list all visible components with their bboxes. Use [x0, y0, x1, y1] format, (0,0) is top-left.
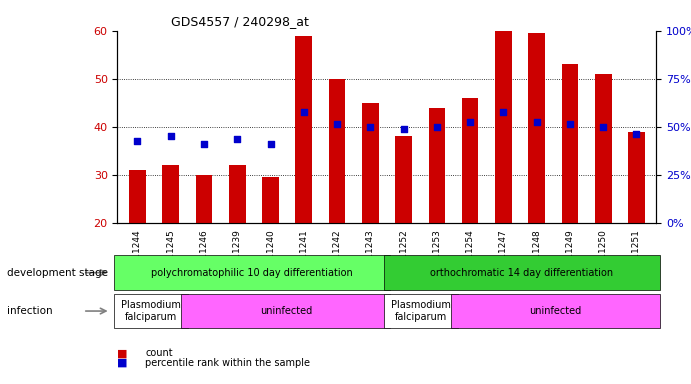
Text: polychromatophilic 10 day differentiation: polychromatophilic 10 day differentiatio… — [151, 268, 353, 278]
Bar — [395, 136, 412, 223]
Point — [231, 136, 243, 142]
Bar — [262, 177, 279, 223]
Bar — [329, 79, 346, 223]
Text: development stage: development stage — [7, 268, 108, 278]
Bar — [462, 98, 478, 223]
Point — [631, 131, 642, 137]
Point — [165, 133, 176, 139]
Bar — [529, 33, 545, 223]
Text: uninfected: uninfected — [260, 306, 312, 316]
Bar — [628, 131, 645, 223]
Text: count: count — [145, 348, 173, 358]
Text: Plasmodium
falciparum: Plasmodium falciparum — [121, 300, 181, 322]
Bar — [495, 31, 512, 223]
Text: orthochromatic 14 day differentiation: orthochromatic 14 day differentiation — [430, 268, 614, 278]
Point — [598, 124, 609, 130]
Point — [565, 121, 576, 127]
Bar — [296, 36, 312, 223]
Point — [198, 141, 209, 147]
Point — [464, 119, 475, 125]
Text: infection: infection — [7, 306, 53, 316]
Point — [531, 119, 542, 125]
Point — [398, 126, 409, 132]
Point — [132, 138, 143, 144]
Bar — [129, 170, 146, 223]
Text: Plasmodium
falciparum: Plasmodium falciparum — [390, 300, 451, 322]
Point — [365, 124, 376, 130]
Point — [299, 109, 310, 115]
Point — [332, 121, 343, 127]
Point — [265, 141, 276, 147]
Bar — [196, 175, 212, 223]
Point — [431, 124, 442, 130]
Bar — [595, 74, 612, 223]
Text: ■: ■ — [117, 348, 128, 358]
Text: ■: ■ — [117, 358, 128, 368]
Text: uninfected: uninfected — [529, 306, 582, 316]
Point — [498, 109, 509, 115]
Bar — [229, 165, 245, 223]
Bar — [428, 108, 445, 223]
Bar — [362, 103, 379, 223]
Text: percentile rank within the sample: percentile rank within the sample — [145, 358, 310, 368]
Bar — [162, 165, 179, 223]
Text: GDS4557 / 240298_at: GDS4557 / 240298_at — [171, 15, 310, 28]
Bar — [562, 64, 578, 223]
